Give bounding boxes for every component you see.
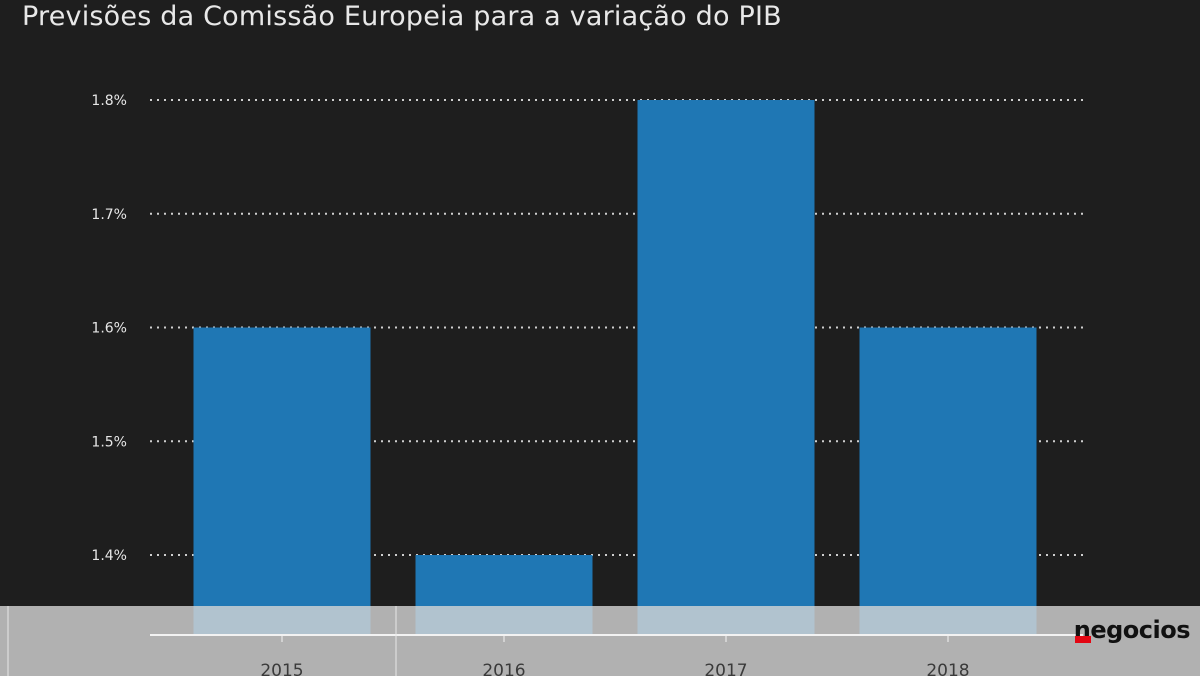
- footer-band: [0, 606, 1200, 676]
- bar-2017: [637, 100, 815, 635]
- y-tick-label: 1.8%: [91, 93, 127, 109]
- bar-2018: [859, 327, 1037, 635]
- y-tick-label: 1.7%: [91, 207, 127, 223]
- bars: [193, 100, 1037, 635]
- negocios-logo: negocios: [1073, 616, 1191, 644]
- y-tick-label: 1.6%: [91, 321, 127, 337]
- y-axis-tick-labels: 1.4% 1.5% 1.6% 1.7% 1.8%: [91, 93, 127, 564]
- bar-2015: [193, 327, 371, 635]
- chart-title: Previsões da Comissão Europeia para a va…: [22, 1, 782, 32]
- logo-accent-mark: [1074, 636, 1091, 643]
- y-tick-label: 1.4%: [91, 548, 127, 564]
- y-tick-label: 1.5%: [91, 434, 127, 450]
- logo-text: negocios: [1073, 616, 1191, 644]
